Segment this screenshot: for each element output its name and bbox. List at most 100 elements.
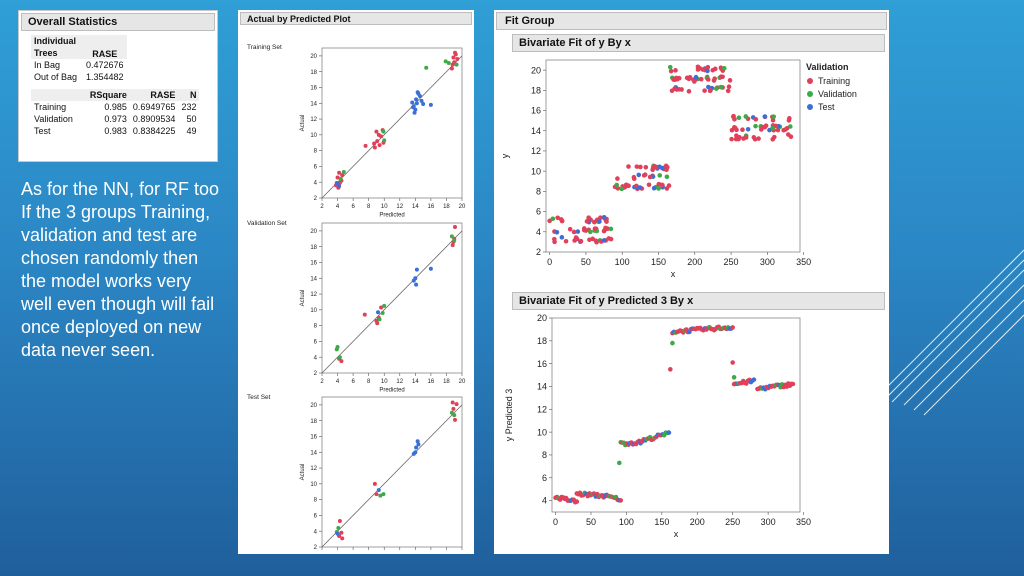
point-training [671,77,676,82]
point-training [593,238,599,244]
individual-trees-header: Individual Trees [31,35,83,59]
subplot-title: Training Set [247,44,282,51]
row-label: Validation [34,114,73,124]
point-training [673,68,678,73]
y-tick-label: 14 [531,126,541,136]
y-tick-label: 20 [310,54,317,60]
x-tick-label: 100 [619,517,634,527]
y-tick-label: 4 [536,227,541,237]
point-training [672,86,677,91]
point-training [760,124,766,130]
point-training [705,77,711,82]
point-test [412,110,417,115]
point-training [725,88,731,94]
point-training [631,176,637,182]
x-tick-label: 250 [724,257,739,267]
y-tick-label: 12 [531,146,541,156]
rsquare-value: 0.985 [104,102,127,112]
point-training [668,68,674,74]
n-header: N [178,89,200,101]
x-tick-label: 18 [443,204,450,210]
point-validation [446,61,451,65]
point-test [337,184,342,189]
point-validation [721,65,727,71]
x-tick-label: 150 [654,517,669,527]
y-tick-label: 20 [531,65,541,75]
x-tick-label: 14 [412,204,419,210]
point-training [705,64,711,70]
fit-group-panel: Fit Group Bivariate Fit of y By x Bivari… [494,10,889,554]
x-axis-label: x [671,269,676,279]
y-tick-label: 12 [310,466,317,472]
point-validation [381,129,386,134]
point-test [414,445,419,450]
point-validation [424,65,429,70]
point-training [740,127,745,133]
point-test [597,219,602,224]
point-test [428,266,433,271]
point-training [730,325,735,330]
point-training [615,176,620,181]
point-training [638,164,643,170]
x-tick-label: 12 [396,379,403,385]
point-validation [588,229,593,235]
point-validation [664,174,670,180]
x-tick-label: 0 [547,257,552,267]
point-training [602,228,607,233]
y-tick-label: 8 [314,149,318,155]
point-training [788,134,794,140]
y-tick-label: 6 [314,165,318,171]
point-training [574,499,580,504]
x-axis-label: Predicted [379,213,404,219]
y-tick-label: 16 [537,359,547,369]
point-validation [449,234,454,239]
point-training [787,116,792,121]
y-tick-label: 16 [310,435,317,441]
y-tick-label: 12 [310,117,317,123]
bivariate-y-by-x-title: Bivariate Fit of y By x [512,34,885,52]
point-test [414,101,419,106]
point-training [339,530,344,535]
point-validation [382,303,387,308]
point-validation [617,460,622,466]
plot-frame [321,396,463,548]
point-test [376,310,380,315]
point-validation [667,64,673,70]
overall-statistics-title: Overall Statistics [21,13,215,31]
point-training [700,67,706,72]
point-test [414,282,419,287]
y-tick-label: 2 [314,545,318,551]
point-training [377,143,382,148]
point-validation [443,59,448,64]
point-training [752,136,758,142]
point-training [770,136,776,142]
point-training [726,84,732,90]
rsquare-value: 0.983 [104,126,127,136]
point-training [574,236,580,242]
table-row: Training 0.985 0.6949765 232 [31,101,199,113]
x-tick-label: 6 [351,379,355,385]
y-tick-label: 16 [310,261,317,267]
point-training [455,57,460,62]
point-training [664,167,669,173]
x-tick-label: 200 [687,257,702,267]
point-training [586,215,591,220]
y-tick-label: 4 [542,496,547,506]
point-training [634,164,640,169]
rsquare-header: RSquare [86,89,130,101]
point-validation [743,114,749,119]
point-training [598,215,603,220]
x-tick-label: 50 [581,257,591,267]
y-axis-label: y [500,153,510,158]
point-training [592,226,598,231]
y-tick-label: 14 [310,450,317,456]
point-training [363,143,368,148]
fit-diagonal [321,404,463,548]
y-tick-label: 14 [310,276,317,282]
rase-value: 0.8384225 [132,126,176,136]
n-value: 49 [186,126,197,136]
point-training [781,127,786,133]
bivariate-ypred-by-x-title: Bivariate Fit of y Predicted 3 By x [512,292,885,310]
